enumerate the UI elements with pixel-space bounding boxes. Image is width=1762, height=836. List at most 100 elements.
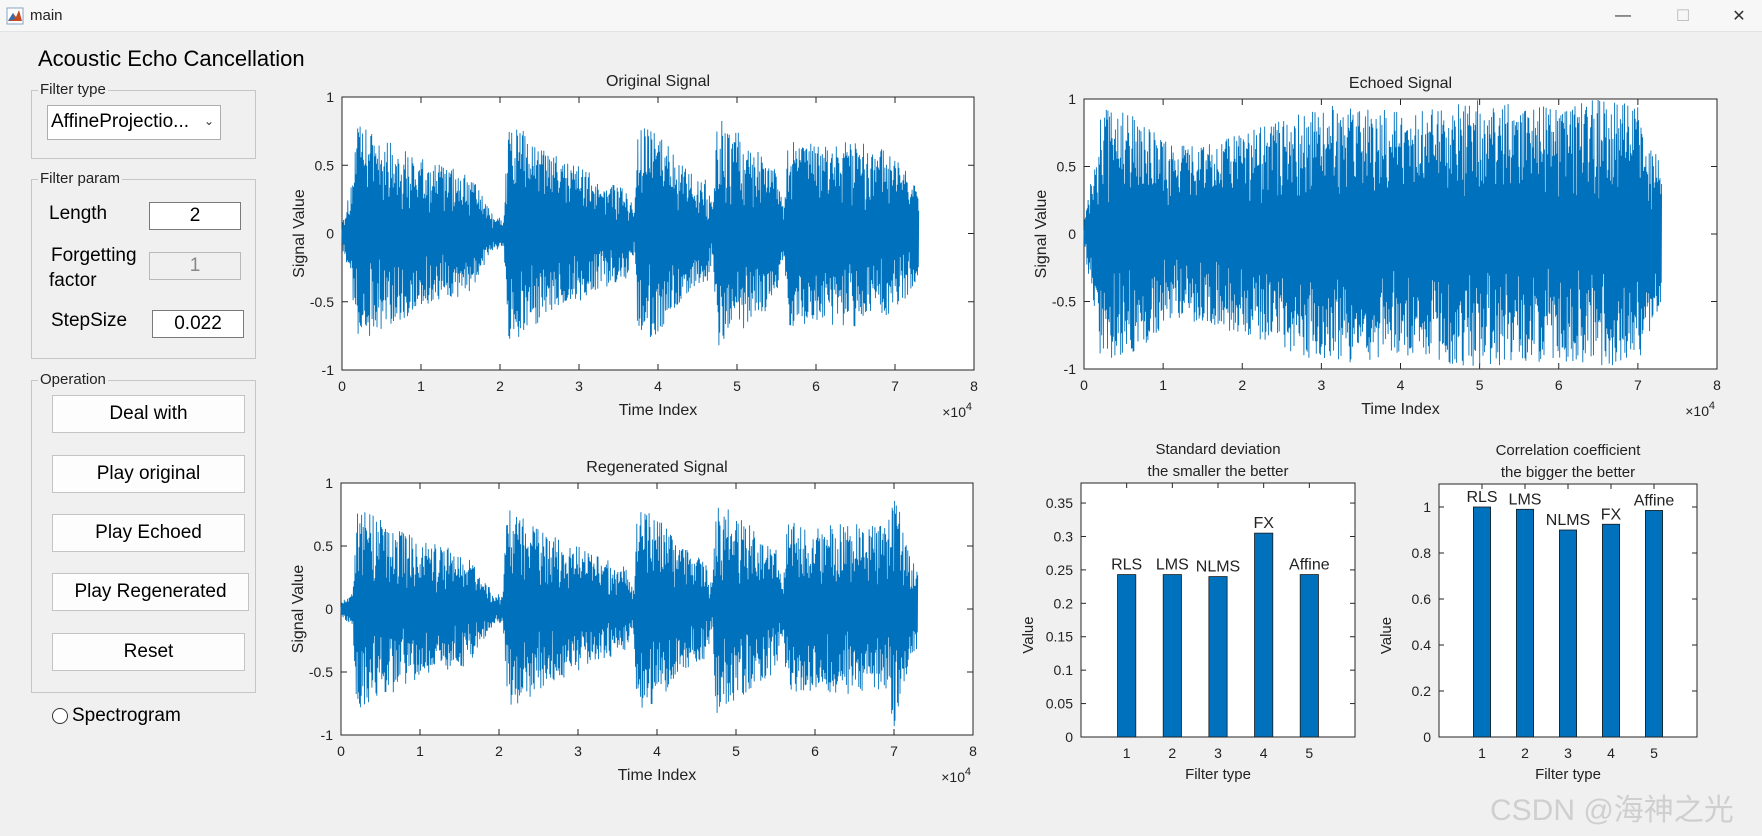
original-signal-line (341, 120, 920, 346)
regenerated-ytick-label: 0.5 (314, 538, 334, 554)
echoed-xtick-label: 0 (1080, 377, 1088, 393)
corrcoef-xlabel: Filter type (1535, 766, 1601, 783)
corrcoef-bar-label: FX (1601, 506, 1622, 523)
original-xtick-label: 6 (812, 378, 820, 394)
stddev-subtitle: the smaller the better (1148, 463, 1289, 480)
stddev-bar-label: RLS (1111, 557, 1142, 574)
corrcoef-bar-label: Affine (1634, 492, 1675, 509)
echoed-ytick-label: -1 (1064, 361, 1077, 377)
echoed-title: Echoed Signal (1349, 75, 1452, 92)
length-field[interactable]: 2 (149, 202, 241, 230)
original-xtick-label: 5 (733, 378, 741, 394)
window-titlebar: main — ☐ ✕ (0, 0, 1762, 32)
stddev-bar (1208, 576, 1228, 738)
stddev-bar-label: LMS (1156, 557, 1189, 574)
corrcoef-bar-label: NLMS (1546, 512, 1590, 529)
original-xtick-label: 0 (338, 378, 346, 394)
forgetting-factor-label-line2: factor (49, 270, 97, 291)
stddev-ytick-label: 0.1 (1054, 662, 1074, 678)
echoed-xtick-label: 2 (1238, 377, 1246, 393)
corrcoef-bar (1602, 523, 1621, 738)
stepsize-field[interactable]: 0.022 (152, 310, 244, 338)
stddev-ytick-label: 0.25 (1046, 562, 1073, 578)
regenerated-x-exponent: ×10 (941, 769, 965, 785)
close-button[interactable]: ✕ (1716, 0, 1762, 32)
deal-with-button[interactable]: Deal with (52, 395, 245, 433)
regenerated-signal-line (340, 500, 919, 727)
operation-legend: Operation (38, 371, 108, 388)
original-xtick-label: 8 (970, 378, 978, 394)
regenerated-ylabel: Signal Value (290, 565, 307, 654)
corrcoef-bar (1516, 508, 1535, 738)
corrcoef-bar-label: LMS (1509, 491, 1542, 508)
echoed-xtick-label: 8 (1713, 377, 1721, 393)
corrcoef-bar-label: RLS (1466, 489, 1497, 506)
echoed-ytick-label: 1 (1068, 91, 1076, 107)
echoed-xtick-label: 4 (1397, 377, 1405, 393)
corrcoef-xtick-label: 4 (1607, 745, 1615, 761)
echoed-xtick-label: 5 (1476, 377, 1484, 393)
corrcoef-ytick-label: 0.6 (1412, 591, 1432, 607)
filter-param-panel: Filter param Length 2 Forgetting factor … (31, 170, 256, 359)
minimize-button[interactable]: — (1600, 0, 1646, 32)
echoed-xtick-label: 7 (1634, 377, 1642, 393)
stddev-bar (1117, 574, 1137, 738)
echoed-xtick-label: 3 (1317, 377, 1325, 393)
length-label: Length (49, 203, 108, 224)
echoed-ylabel: Signal Value (1033, 190, 1050, 279)
stddev-xtick-label: 5 (1305, 745, 1313, 761)
original-ytick-label: -1 (322, 362, 335, 378)
stddev-ytick-label: 0.3 (1054, 528, 1074, 544)
echoed-x-exponent-power: 4 (1709, 400, 1715, 412)
regenerated-xtick-label: 3 (574, 743, 582, 759)
stddev-bar-label: Affine (1289, 557, 1330, 574)
stddev-ytick-label: 0.2 (1054, 595, 1074, 611)
corrcoef-ytick-label: 1 (1423, 499, 1431, 515)
original-title: Original Signal (606, 73, 710, 90)
maximize-button[interactable]: ☐ (1660, 0, 1706, 32)
stddev-xtick-label: 2 (1168, 745, 1176, 761)
echoed-x-exponent: ×10 (1685, 403, 1709, 419)
stddev-xtick-label: 3 (1214, 745, 1222, 761)
corrcoef-ytick-label: 0.4 (1412, 637, 1432, 653)
maximize-icon: ☐ (1675, 8, 1691, 25)
echoed-ytick-label: -0.5 (1052, 294, 1076, 310)
stddev-ytick-label: 0.35 (1046, 495, 1073, 511)
regenerated-ytick-label: -1 (321, 727, 334, 743)
regenerated-xtick-label: 7 (890, 743, 898, 759)
play-echoed-button[interactable]: Play Echoed (52, 514, 245, 552)
stddev-xlabel: Filter type (1185, 766, 1251, 783)
regenerated-ytick-label: 1 (325, 475, 333, 491)
stddev-bar-label: FX (1253, 515, 1274, 532)
original-xtick-label: 1 (417, 378, 425, 394)
corrcoef-xtick-label: 5 (1650, 745, 1658, 761)
corrcoef-ytick-label: 0.2 (1412, 683, 1432, 699)
regenerated-xtick-label: 4 (653, 743, 661, 759)
filter-type-dropdown[interactable]: AffineProjectio... ⌄ (47, 105, 221, 140)
original-xtick-label: 3 (575, 378, 583, 394)
original-x-exponent-power: 4 (966, 401, 972, 413)
stddev-title: Standard deviation (1155, 441, 1280, 458)
corrcoef-ylabel: Value (1378, 617, 1395, 654)
original-xtick-label: 2 (496, 378, 504, 394)
regenerated-x-exponent-power: 4 (965, 766, 971, 778)
stddev-ylabel: Value (1020, 616, 1037, 653)
spectrogram-radio[interactable]: Spectrogram (52, 705, 181, 727)
original-xtick-label: 7 (891, 378, 899, 394)
play-regenerated-button[interactable]: Play Regenerated (52, 573, 249, 611)
play-original-button[interactable]: Play original (52, 455, 245, 493)
minimize-icon: — (1615, 7, 1631, 24)
matlab-app-icon (6, 7, 24, 25)
corrcoef-ytick-label: 0 (1423, 729, 1431, 745)
forgetting-factor-field[interactable]: 1 (149, 252, 241, 280)
chevron-down-icon: ⌄ (203, 114, 214, 128)
stddev-ytick-label: 0.15 (1046, 629, 1073, 645)
corrcoef-subtitle: the bigger the better (1501, 464, 1635, 481)
reset-button[interactable]: Reset (52, 633, 245, 671)
filter-param-legend: Filter param (38, 170, 123, 187)
original-xtick-label: 4 (654, 378, 662, 394)
close-icon: ✕ (1732, 8, 1746, 25)
regenerated-ytick-label: -0.5 (309, 664, 333, 680)
corrcoef-bar (1645, 510, 1664, 738)
